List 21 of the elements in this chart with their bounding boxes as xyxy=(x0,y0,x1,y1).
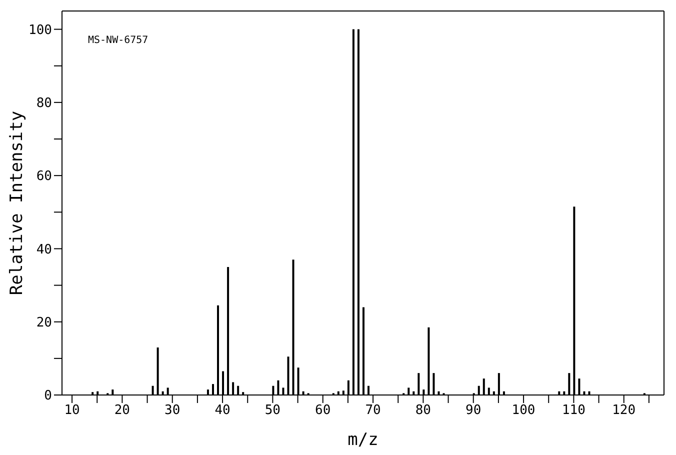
x-tick-label: 100 xyxy=(512,403,536,418)
x-tick-label: 50 xyxy=(264,403,281,418)
y-tick-label: 100 xyxy=(28,22,52,38)
x-tick-label: 30 xyxy=(164,403,180,418)
x-tick-label: 90 xyxy=(466,403,482,418)
x-tick-label: 80 xyxy=(415,403,432,418)
x-tick-label: 20 xyxy=(114,403,130,418)
y-tick-label: 20 xyxy=(36,315,52,330)
x-tick-label: 110 xyxy=(562,403,586,418)
y-tick-label: 0 xyxy=(44,388,52,404)
y-tick-label: 80 xyxy=(36,96,52,112)
x-axis-title: m/z xyxy=(348,430,378,450)
x-tick-label: 60 xyxy=(315,403,331,418)
x-tick-label: 70 xyxy=(365,403,381,418)
annotation: MS-NW-6757 xyxy=(88,35,148,46)
x-tick-label: 120 xyxy=(612,403,636,418)
y-axis-title: Relative Intensity xyxy=(7,110,28,296)
x-tick-label: 40 xyxy=(214,403,230,418)
y-tick-label: 40 xyxy=(36,242,52,258)
x-tick-label: 10 xyxy=(64,403,80,418)
y-tick-label: 60 xyxy=(36,169,52,184)
